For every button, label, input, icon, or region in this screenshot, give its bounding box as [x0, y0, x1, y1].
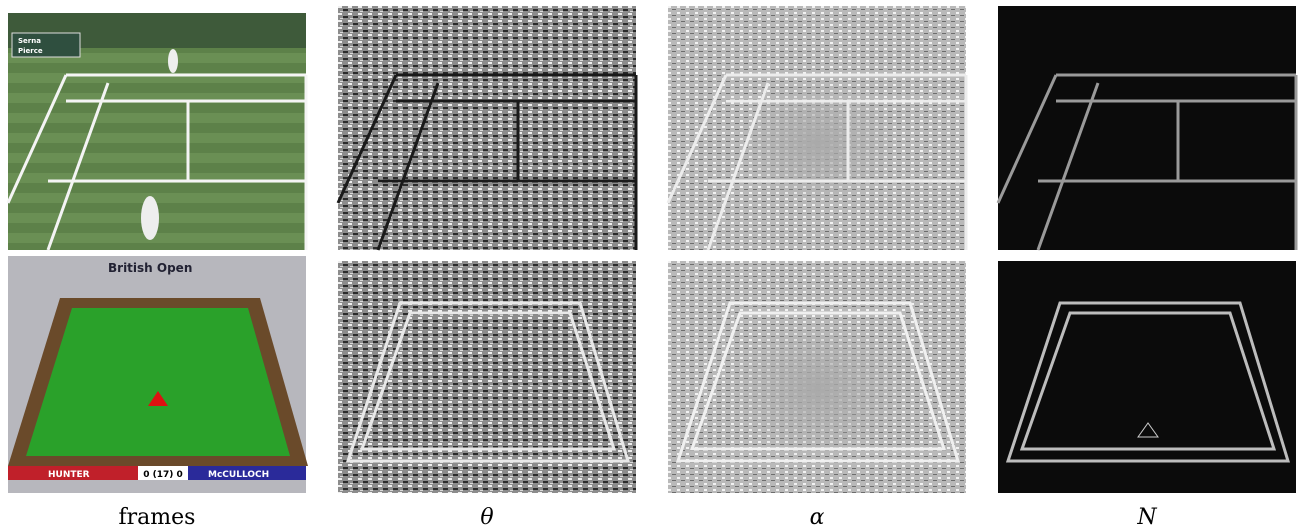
- overlay-text: Serna: [18, 37, 41, 45]
- caption: N: [1136, 505, 1157, 530]
- figure: Serna Pierce British Open HUNTER 0 (17) …: [0, 0, 1300, 531]
- tennis-frame: Serna Pierce: [8, 13, 306, 250]
- overlay-text: British Open: [108, 261, 192, 275]
- overlay-text: 0 (17) 0: [143, 470, 183, 480]
- page: Serna Pierce British Open HUNTER 0 (17) …: [0, 0, 1300, 531]
- overlay-text: Pierce: [18, 47, 43, 55]
- theta-snooker: [338, 261, 636, 493]
- n-tennis: [998, 6, 1296, 250]
- theta-tennis: [338, 6, 636, 250]
- overlay-text: HUNTER: [48, 470, 90, 480]
- n-snooker: [998, 261, 1296, 493]
- snooker-frame: British Open HUNTER 0 (17) 0 McCULLOCH: [8, 256, 308, 493]
- caption: θ: [480, 505, 493, 530]
- alpha-snooker: [668, 261, 966, 493]
- caption: α: [810, 505, 825, 530]
- caption: frames: [119, 505, 196, 530]
- overlay-text: McCULLOCH: [208, 470, 269, 480]
- alpha-tennis: [668, 6, 966, 250]
